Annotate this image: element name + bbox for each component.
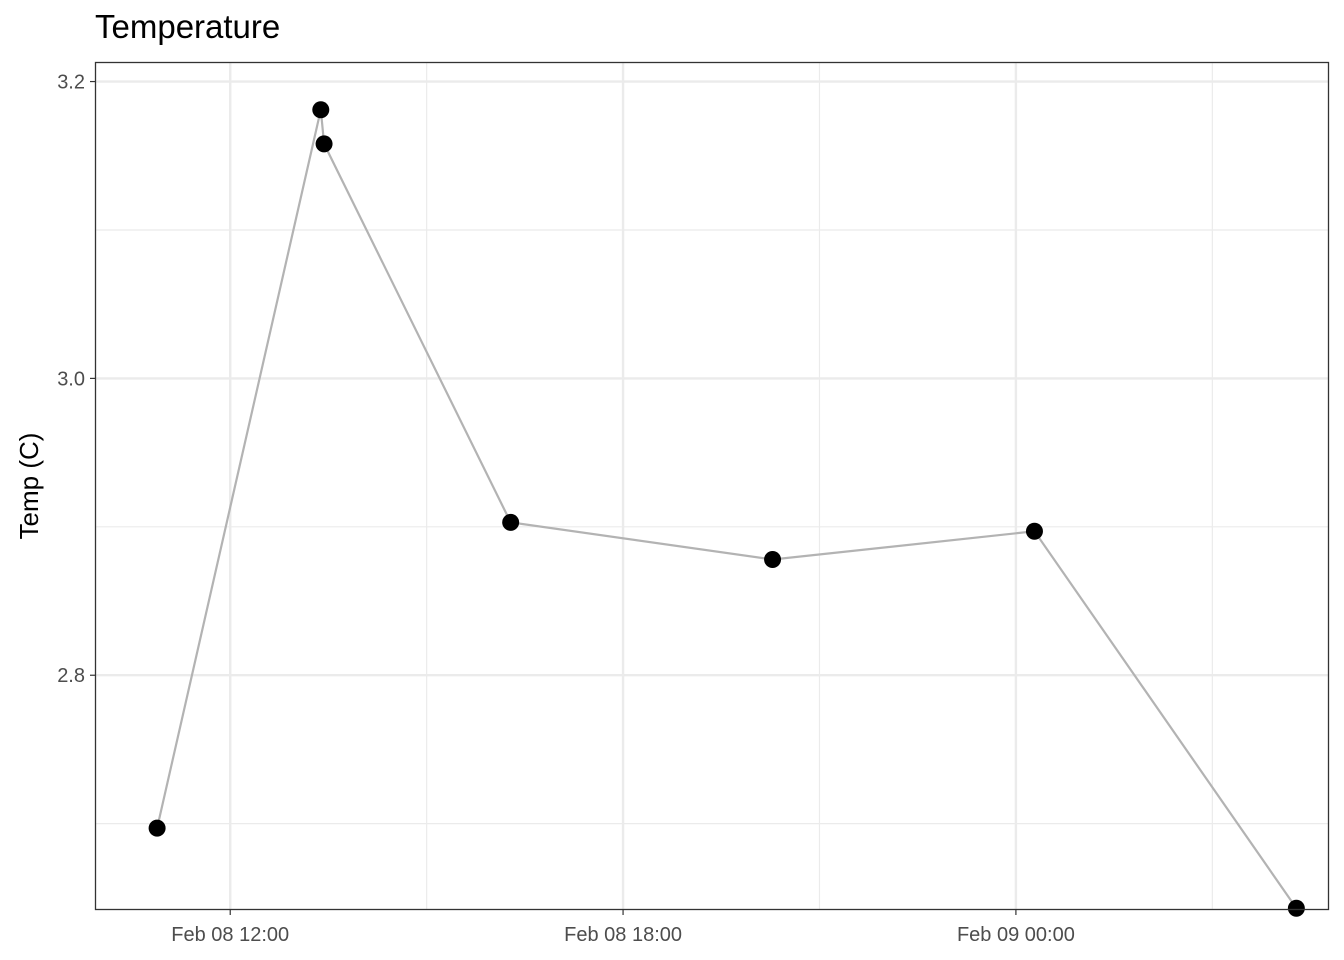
y-tick-label: 3.0 (57, 368, 85, 390)
data-point (148, 819, 166, 837)
x-tick-label: Feb 08 18:00 (564, 924, 682, 946)
y-tick-label: 3.2 (57, 72, 85, 94)
data-point (315, 135, 333, 153)
chart-title: Temperature (95, 8, 281, 45)
data-point (1025, 522, 1043, 540)
y-tick-label: 2.8 (57, 665, 85, 687)
x-tick-label: Feb 09 00:00 (957, 924, 1075, 946)
data-point (1287, 899, 1305, 917)
data-point (764, 550, 782, 568)
x-tick-label: Feb 08 12:00 (171, 924, 289, 946)
y-axis: 2.8 3.0 3.2 (57, 72, 96, 687)
major-gridlines (96, 63, 1328, 909)
data-point (502, 513, 520, 531)
y-axis-title: Temp (C) (14, 433, 44, 540)
series-points (148, 101, 1305, 917)
minor-gridlines (96, 63, 1328, 909)
panel-border (94, 61, 1330, 911)
data-point (312, 101, 330, 119)
x-axis: Feb 08 12:00 Feb 08 18:00 Feb 09 00:00 (171, 909, 1075, 946)
